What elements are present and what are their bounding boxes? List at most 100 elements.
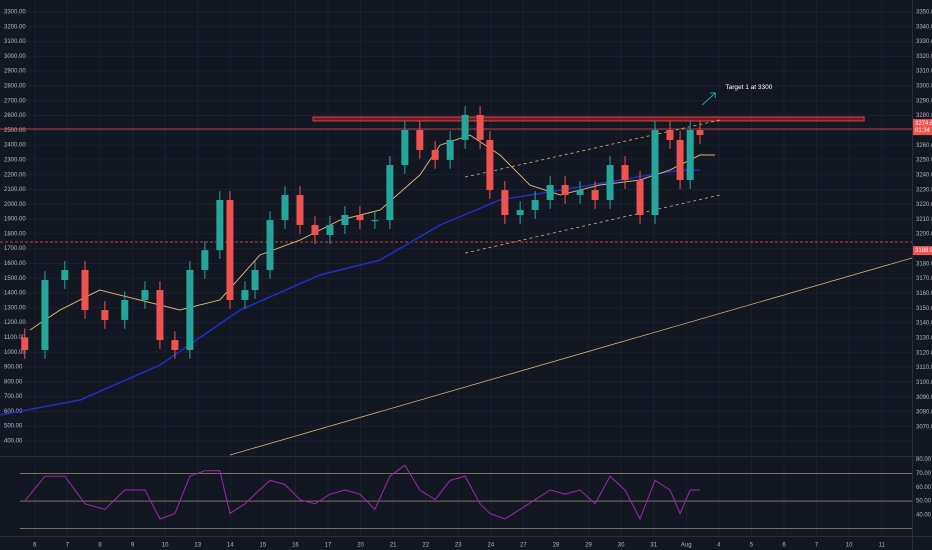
x-tick-label: 22 (422, 543, 429, 549)
y-tick-label: 2500.00 (4, 128, 26, 134)
y-tick-label: 2200.00 (4, 172, 26, 178)
candle-body (201, 250, 209, 270)
y-tick-label: 1700.00 (4, 246, 26, 252)
candle-body (386, 165, 394, 221)
candle-body (516, 210, 524, 216)
y-tick-label: 2700.00 (4, 98, 26, 104)
x-tick-label: 24 (488, 543, 495, 549)
x-tick-label: 27 (520, 543, 527, 549)
y-tick-label: 2600.00 (4, 113, 26, 119)
candle-body (546, 185, 554, 200)
price-label: 3188.9 (915, 248, 932, 254)
rsi-tick-label: 60.00 (916, 485, 932, 491)
y2-tick-label: 3120.00 (916, 350, 932, 356)
candle-body (371, 220, 379, 222)
y2-tick-label: 3210.00 (916, 217, 932, 223)
arrow-head (710, 92, 716, 99)
y-tick-label: 500.00 (4, 424, 23, 430)
x-tick-label: Aug (681, 543, 692, 549)
price-label-box (913, 246, 932, 256)
candle-body (621, 165, 629, 181)
annotation: Target 1 at 3300 (725, 84, 772, 91)
candle-body (101, 310, 109, 320)
y-tick-label: 900.00 (4, 365, 23, 371)
target-arrow (701, 92, 716, 106)
x-tick-label: 15 (260, 543, 267, 549)
y-tick-label: 1400.00 (4, 291, 26, 297)
x-tick-label: 21 (390, 543, 397, 549)
candle-body (636, 180, 644, 216)
y-tick-label: 1800.00 (4, 231, 26, 237)
rsi-tick-label: 50.00 (916, 499, 932, 505)
candle-body (501, 190, 509, 216)
candle-body (696, 130, 704, 136)
y2-tick-label: 3340.00 (916, 24, 932, 30)
y2-tick-label: 3310.00 (916, 69, 932, 75)
candle-body (61, 269, 69, 281)
candle-body (416, 130, 424, 150)
y-tick-label: 1600.00 (4, 261, 26, 267)
price-label-box (913, 119, 932, 136)
price-label: 3274.6 (915, 121, 932, 127)
candle-body (341, 215, 349, 225)
candle-body (561, 185, 569, 195)
y2-tick-label: 3330.00 (916, 39, 932, 45)
y-tick-label: 1100.00 (4, 335, 26, 341)
candle-body (591, 190, 599, 200)
moving-average (29, 134, 715, 331)
x-tick-label: 16 (292, 543, 299, 549)
x-tick-label: 13 (194, 543, 201, 549)
candle-body (296, 194, 304, 225)
candle-body (401, 130, 409, 166)
y-tick-label: 1900.00 (4, 217, 26, 223)
candle-body (606, 165, 614, 200)
x-tick-label: 4 (717, 543, 721, 549)
x-tick-label: 11 (879, 543, 886, 549)
y-tick-label: 3000.00 (4, 54, 26, 60)
candle-body (281, 194, 289, 221)
candle-body (121, 299, 129, 320)
candle-body (226, 199, 234, 300)
x-tick-label: 7 (815, 543, 819, 549)
candle-body (156, 290, 164, 341)
y-tick-label: 2900.00 (4, 69, 26, 75)
y2-tick-label: 3090.00 (916, 395, 932, 401)
candle-body (41, 280, 49, 350)
y2-tick-label: 3230.00 (916, 187, 932, 193)
y2-tick-label: 3130.00 (916, 335, 932, 341)
y-tick-label: 2000.00 (4, 202, 26, 208)
x-tick-label: 30 (618, 543, 625, 549)
candle-body (651, 130, 659, 216)
x-tick-label: 10 (846, 543, 853, 549)
x-tick-label: 29 (585, 543, 592, 549)
candle-body (431, 149, 439, 160)
moving-average (0, 169, 700, 416)
candle-body (486, 139, 494, 191)
candle-body (676, 139, 684, 181)
x-tick-label: 31 (650, 543, 657, 549)
y2-tick-label: 3350.00 (916, 9, 932, 15)
candle-body (241, 290, 249, 300)
candle-body (186, 269, 194, 350)
y2-tick-label: 3170.00 (916, 276, 932, 282)
y-tick-label: 3300.00 (4, 10, 26, 16)
countdown: 01:34 (915, 128, 931, 134)
candle-body (326, 224, 334, 236)
y-tick-label: 3100.00 (4, 39, 26, 45)
y-tick-label: 2100.00 (4, 187, 26, 193)
y-tick-label: 1500.00 (4, 276, 26, 282)
x-tick-label: 6 (782, 543, 786, 549)
x-tick-label: 20 (357, 543, 364, 549)
candle-body (461, 114, 469, 140)
y2-tick-label: 3300.00 (916, 84, 932, 90)
x-tick-label: 23 (455, 543, 462, 549)
y2-tick-label: 3200.00 (916, 232, 932, 238)
candle-body (251, 269, 259, 291)
x-tick-label: 7 (66, 543, 70, 549)
candle-body (476, 114, 484, 140)
x-tick-label: 6 (33, 543, 37, 549)
y-tick-label: 2300.00 (4, 157, 26, 163)
y-tick-label: 1000.00 (4, 350, 26, 356)
candle-body (666, 130, 674, 140)
y2-tick-label: 3250.00 (916, 158, 932, 164)
